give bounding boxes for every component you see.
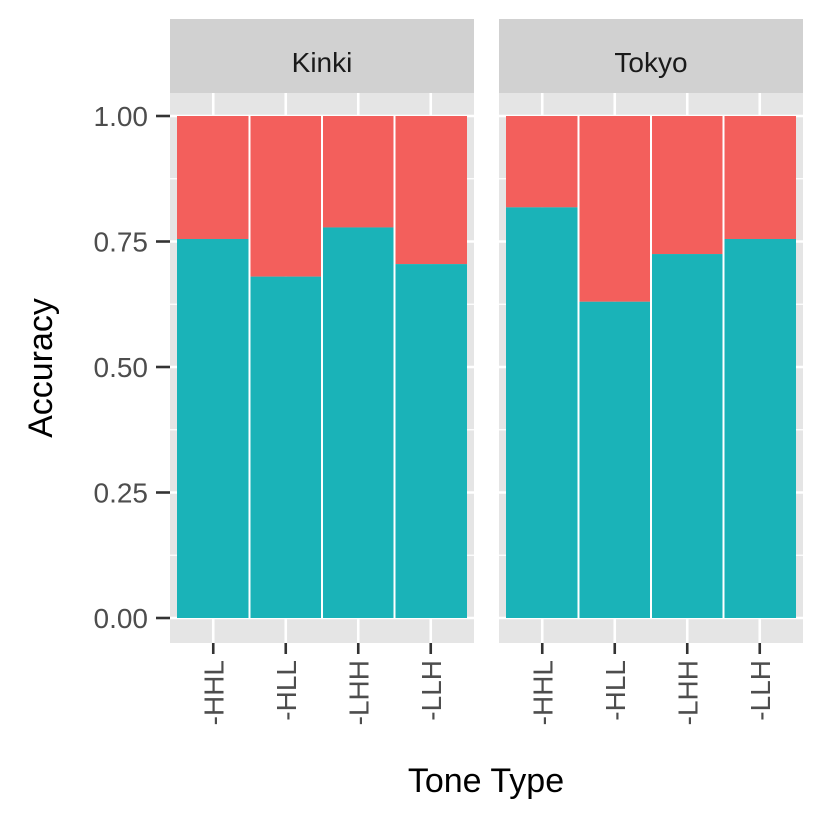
facet-panel-kinki: Kinki -HHL -HLL -LHH -LLH [170, 19, 474, 725]
facet-panel-tokyo: Tokyo -HHL -HLL -LHH -LLH [499, 19, 803, 725]
bar-segment-incorrect [322, 116, 395, 228]
y-tick-label: 0.50 [94, 352, 149, 383]
bar-segment-incorrect [506, 116, 579, 208]
bar-segment-correct [249, 276, 322, 618]
y-tick-label: 0.75 [94, 227, 149, 258]
y-axis-title: Accuracy [22, 298, 60, 438]
facet-strip-background [499, 19, 803, 93]
bar-segment-correct [177, 238, 250, 619]
bar-segment-incorrect [394, 116, 467, 265]
bar-segment-incorrect [249, 116, 322, 277]
x-tick-label: -HLL [600, 660, 631, 721]
y-axis: 0.00 0.25 0.50 0.75 1.00 [94, 101, 170, 634]
bar-segment-correct [506, 207, 579, 618]
x-tick-label: -LLH [416, 660, 447, 721]
x-tick-label: -LLH [745, 660, 776, 721]
bar-segment-incorrect [578, 116, 651, 302]
bar-segment-correct [651, 254, 724, 619]
facet-strip-background [170, 19, 474, 93]
panels-layer: Kinki -HHL -HLL -LHH -LLH Tokyo -HHL -HLL -LHH -L… [170, 19, 803, 725]
x-tick-label: -HLL [271, 660, 302, 721]
y-tick-label: 0.00 [94, 603, 149, 634]
bar-segment-correct [578, 301, 651, 618]
x-tick-label: -LHH [672, 660, 703, 725]
bar-segment-incorrect [177, 116, 250, 239]
bar-segment-correct [322, 227, 395, 618]
facet-strip-label: Tokyo [614, 47, 687, 78]
x-tick-label: -HHL [527, 660, 558, 725]
bar-segment-correct [723, 238, 796, 619]
facet-strip-label: Kinki [292, 47, 353, 78]
x-axis-title: Tone Type [408, 762, 564, 800]
x-tick-label: -HHL [198, 660, 229, 725]
bar-segment-incorrect [723, 116, 796, 239]
x-tick-label: -LHH [343, 660, 374, 725]
y-tick-label: 0.25 [94, 478, 149, 509]
bar-segment-incorrect [651, 116, 724, 255]
bar-segment-correct [394, 264, 467, 618]
y-tick-label: 1.00 [94, 101, 149, 132]
